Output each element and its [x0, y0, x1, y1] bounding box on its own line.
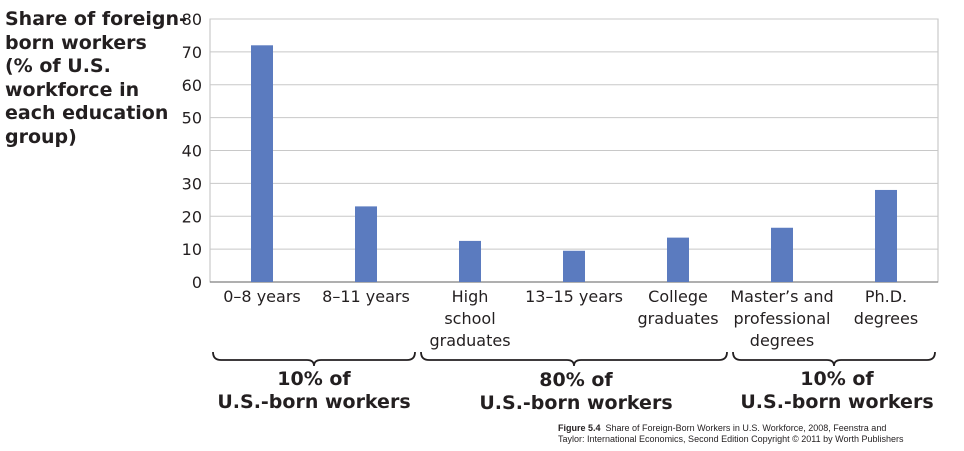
- figure-caption: Figure 5.4 Share of Foreign-Born Workers…: [558, 423, 958, 445]
- x-tick-label: 13–15 years: [525, 287, 623, 306]
- group-caption-middle: 80% of U.S.-born workers: [423, 369, 729, 415]
- group-caption-left: 10% of U.S.-born workers: [212, 368, 416, 414]
- x-tick-label: graduates: [637, 309, 718, 328]
- x-tick-label: school: [444, 309, 495, 328]
- y-tick-label: 20: [182, 207, 202, 226]
- bar: [875, 189, 897, 282]
- bar: [251, 45, 273, 282]
- y-tick-label: 30: [182, 174, 202, 193]
- y-axis-label-line: each education: [5, 102, 169, 124]
- group-caption-line: U.S.-born workers: [479, 392, 673, 414]
- y-tick-label: 10: [182, 240, 202, 259]
- x-tick-label: degrees: [750, 331, 814, 350]
- x-tick-label: 8–11 years: [322, 287, 410, 306]
- group-brace: [212, 351, 416, 367]
- group-brace: [420, 351, 728, 367]
- y-axis-label: Share of foreign- born workers (% of U.S…: [5, 8, 187, 149]
- x-tick-label: Ph.D.: [865, 287, 907, 306]
- x-tick-label: professional: [734, 309, 831, 328]
- x-tick-label: 0–8 years: [223, 287, 300, 306]
- x-tick-label: degrees: [854, 309, 918, 328]
- caption-text-2: Taylor: International Economics, Second …: [558, 434, 904, 444]
- y-tick-label: 70: [182, 43, 202, 62]
- group-caption-line: 10% of: [277, 368, 351, 390]
- group-caption-right: 10% of U.S.-born workers: [735, 368, 939, 414]
- caption-text-1: Share of Foreign-Born Workers in U.S. Wo…: [605, 423, 887, 433]
- group-brace: [732, 351, 936, 367]
- y-axis-label-line: born workers: [5, 31, 147, 54]
- caption-line-1: Figure 5.4 Share of Foreign-Born Workers…: [558, 423, 958, 434]
- bar: [355, 206, 377, 282]
- y-tick-label: 40: [182, 142, 202, 161]
- x-tick-label: graduates: [429, 331, 510, 350]
- x-tick-label: College: [648, 287, 708, 306]
- bar: [459, 240, 481, 282]
- y-tick-label: 80: [182, 10, 202, 29]
- bar: [563, 250, 585, 282]
- group-caption-line: U.S.-born workers: [217, 391, 411, 413]
- bar: [771, 227, 793, 282]
- bar: [667, 237, 689, 282]
- y-axis-label-line: workforce in: [5, 78, 140, 101]
- y-axis-label-line: (% of U.S.: [5, 55, 111, 77]
- group-caption-line: U.S.-born workers: [740, 391, 934, 413]
- y-axis-label-line: group): [5, 125, 77, 148]
- x-tick-label: High: [452, 287, 489, 306]
- figure-number: Figure 5.4: [558, 423, 601, 433]
- y-axis-label-line: Share of foreign-: [5, 8, 187, 30]
- y-tick-label: 0: [192, 273, 202, 292]
- y-tick-label: 60: [182, 76, 202, 95]
- group-caption-line: 80% of: [539, 369, 613, 391]
- y-tick-label: 50: [182, 109, 202, 128]
- group-caption-line: 10% of: [800, 368, 874, 390]
- x-tick-label: Master’s and: [730, 287, 833, 306]
